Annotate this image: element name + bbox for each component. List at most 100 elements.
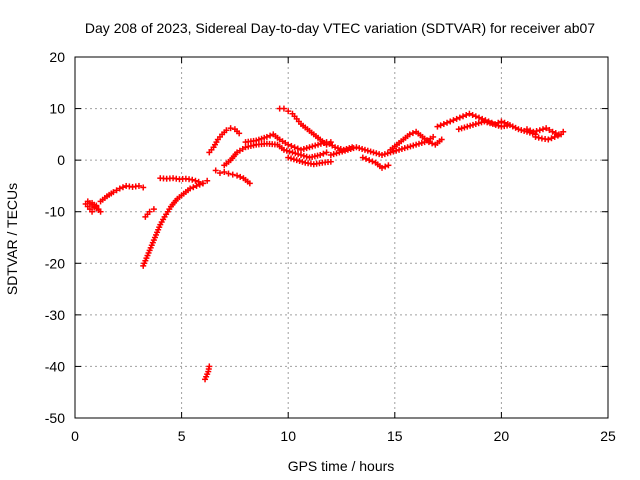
- data-point: [223, 127, 230, 134]
- data-point: [437, 122, 444, 129]
- x-tick-label: 25: [600, 428, 616, 444]
- data-point: [415, 140, 422, 147]
- series-arc-10: [285, 154, 334, 168]
- data-point: [347, 145, 354, 152]
- data-point: [487, 120, 494, 127]
- data-point: [396, 146, 403, 153]
- chart-title: Day 208 of 2023, Sidereal Day-to-day VTE…: [85, 20, 595, 36]
- data-point: [363, 155, 370, 162]
- data-point: [288, 142, 295, 149]
- data-point: [234, 172, 241, 179]
- data-point: [89, 208, 96, 215]
- y-axis-label: SDTVAR / TECUs: [4, 183, 20, 295]
- data-point: [192, 177, 199, 184]
- data-point: [530, 128, 537, 135]
- y-tick-label: -40: [45, 358, 65, 374]
- series-arc-4: [157, 175, 206, 187]
- data-point: [290, 156, 297, 163]
- data-point: [461, 124, 468, 131]
- ticks-layer: 0 5 10 15 20 25 -50 -40 -30 -20 -10 0 10 20: [45, 49, 616, 444]
- data-point: [361, 146, 368, 153]
- data-point: [407, 143, 414, 150]
- data-point: [472, 121, 479, 128]
- data-point: [306, 144, 313, 151]
- data-point: [398, 145, 405, 152]
- data-point: [458, 125, 465, 132]
- data-point: [116, 185, 123, 192]
- data-point: [370, 149, 377, 156]
- data-point: [549, 128, 556, 135]
- data-point: [285, 108, 292, 115]
- data-point: [366, 157, 373, 164]
- data-point: [384, 150, 391, 157]
- data-point: [317, 140, 324, 147]
- data-point: [359, 154, 366, 161]
- data-point: [317, 151, 324, 158]
- y-tick-label: -30: [45, 307, 65, 323]
- data-point: [364, 147, 371, 154]
- x-tick-label: 15: [387, 428, 403, 444]
- data-point: [187, 185, 194, 192]
- data-point: [237, 173, 244, 180]
- data-point: [469, 112, 476, 119]
- data-point: [93, 203, 100, 210]
- data-point: [367, 148, 374, 155]
- data-point: [539, 126, 546, 133]
- data-point: [293, 157, 300, 164]
- data-point: [135, 182, 142, 189]
- series-arc-12: [359, 154, 392, 171]
- data-point: [356, 145, 363, 152]
- data-point: [288, 155, 295, 162]
- data-point: [518, 127, 525, 134]
- points-layer: [82, 105, 567, 383]
- series-arc-11: [327, 133, 437, 158]
- data-point: [291, 144, 298, 151]
- data-point: [216, 170, 223, 177]
- series-arc-9: [242, 131, 356, 153]
- series-arc-1: [97, 182, 147, 205]
- data-point: [300, 152, 307, 159]
- y-tick-label: 0: [57, 152, 65, 168]
- data-point: [379, 151, 386, 158]
- data-point: [418, 139, 425, 146]
- x-tick-label: 10: [280, 428, 296, 444]
- data-point: [413, 141, 420, 148]
- data-point: [299, 158, 306, 165]
- data-point: [385, 162, 392, 169]
- data-point: [353, 144, 360, 151]
- data-point: [309, 143, 316, 150]
- data-point: [447, 118, 454, 125]
- data-point: [289, 149, 296, 156]
- data-point: [196, 181, 203, 188]
- y-tick-label: -20: [45, 255, 65, 271]
- data-point: [263, 133, 270, 140]
- data-point: [456, 114, 463, 121]
- data-point: [303, 145, 310, 152]
- data-point: [146, 208, 153, 215]
- data-point: [492, 121, 499, 128]
- data-point: [303, 153, 310, 160]
- data-point: [434, 123, 441, 130]
- data-point: [382, 163, 389, 170]
- data-point: [344, 146, 351, 153]
- series-arc-5: [206, 125, 243, 156]
- data-point: [453, 115, 460, 122]
- data-point: [140, 184, 147, 191]
- data-point: [267, 132, 274, 139]
- data-point: [193, 182, 200, 189]
- y-tick-label: 20: [49, 49, 65, 65]
- data-point: [300, 145, 307, 152]
- data-point: [430, 133, 437, 140]
- data-point: [376, 151, 383, 158]
- series-arc-7: [221, 140, 330, 169]
- data-point: [110, 189, 117, 196]
- data-point: [229, 171, 236, 178]
- data-point: [150, 206, 157, 213]
- data-point: [336, 149, 343, 156]
- data-point: [246, 180, 253, 187]
- data-point: [327, 151, 334, 158]
- data-point: [515, 126, 522, 133]
- data-point: [342, 147, 349, 154]
- x-tick-label: 0: [71, 428, 79, 444]
- data-point: [332, 144, 339, 151]
